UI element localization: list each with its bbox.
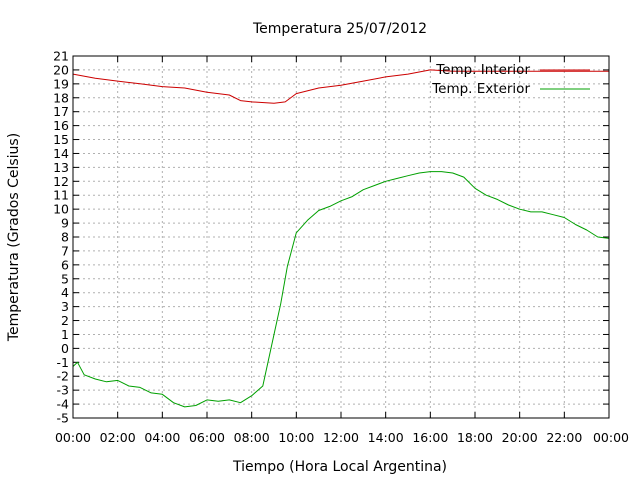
legend: Temp. Interior Temp. Exterior: [431, 62, 590, 97]
y-tick-label: 21: [53, 49, 69, 64]
y-tick-label: 3: [61, 299, 69, 314]
y-tick-label: 11: [53, 188, 69, 203]
y-tick-label: 6: [61, 257, 69, 272]
y-tick-label: 19: [53, 76, 69, 91]
y-tick-label: 17: [53, 104, 69, 119]
plot-frame: [72, 55, 610, 419]
legend-label-interior: Temp. Interior: [435, 62, 530, 78]
x-tick-label: 04:00: [144, 430, 180, 445]
y-tick-label: 13: [53, 160, 69, 175]
series-line-interior: [72, 69, 609, 104]
y-tick-label: 16: [53, 118, 69, 133]
x-tick-label: 18:00: [457, 430, 493, 445]
x-tick-label: 08:00: [234, 430, 270, 445]
y-tick-label: -3: [57, 383, 69, 398]
y-tick-labels: -5-4-3-2-1012345678910111213141516171819…: [53, 49, 69, 426]
chart-title: Temperatura 25/07/2012: [252, 21, 427, 37]
y-tick-label: 7: [61, 243, 69, 258]
x-tick-label: 12:00: [323, 430, 359, 445]
x-tick-label: 02:00: [100, 430, 136, 445]
y-tick-label: -4: [57, 397, 70, 412]
x-tick-label: 00:00: [593, 430, 629, 445]
series-lines: [72, 69, 610, 408]
x-axis-label: Tiempo (Hora Local Argentina): [232, 459, 447, 475]
x-tick-label: 00:00: [55, 430, 91, 445]
x-tick-label: 14:00: [368, 430, 404, 445]
y-tick-label: -1: [57, 355, 69, 370]
series-line-exterior: [72, 171, 610, 408]
y-tick-label: 18: [53, 90, 69, 105]
y-tick-label: 8: [61, 230, 69, 245]
x-tick-labels: 00:00 02:00 04:00 06:00 08:00 10:00 12:00 14:00…: [55, 430, 629, 445]
y-tick-label: 9: [61, 216, 69, 231]
y-tick-label: -2: [57, 369, 69, 384]
y-tick-label: 2: [61, 313, 69, 328]
legend-label-exterior: Temp. Exterior: [431, 81, 530, 97]
y-axis-label: Temperatura (Grados Celsius): [6, 133, 22, 342]
y-tick-label: 10: [53, 202, 69, 217]
y-tick-label: 12: [53, 174, 69, 189]
x-tick-label: 10:00: [278, 430, 314, 445]
grid: [73, 56, 609, 418]
x-tick-label: 22:00: [546, 430, 582, 445]
y-tick-label: 5: [61, 271, 69, 286]
x-tick-label: 16:00: [412, 430, 448, 445]
x-tick-label: 20:00: [502, 430, 538, 445]
y-tick-label: 20: [53, 62, 69, 77]
y-tick-label: 14: [53, 146, 69, 161]
y-tick-label: 0: [61, 341, 69, 356]
y-tick-label: -5: [57, 411, 69, 426]
y-tick-label: 15: [53, 132, 69, 147]
y-tick-label: 4: [61, 285, 69, 300]
x-tick-label: 06:00: [189, 430, 225, 445]
y-tick-label: 1: [61, 327, 69, 342]
